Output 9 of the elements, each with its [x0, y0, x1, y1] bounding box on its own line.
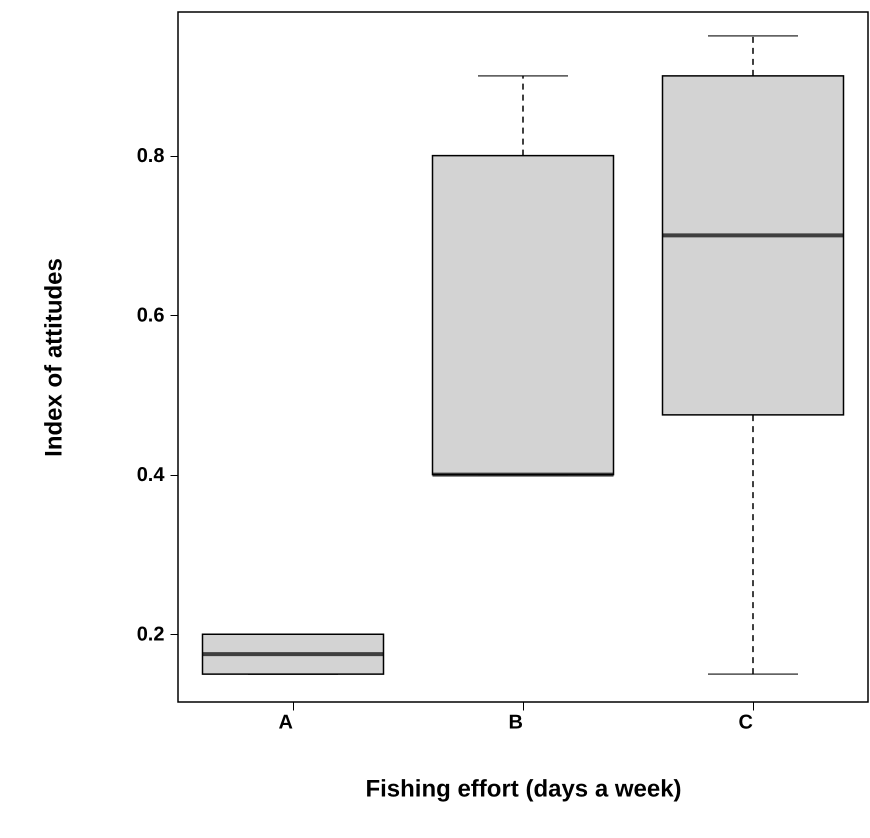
y-tick-label: 0.6 [136, 304, 164, 327]
x-tick-label: C [738, 712, 753, 734]
x-tick-label: A [278, 712, 293, 734]
y-tick-label: 0.2 [136, 624, 164, 646]
x-axis-title: Fishing effort (days a week) [365, 776, 682, 802]
y-axis-title: Index of attitudes [40, 258, 68, 457]
x-tick-label: B [508, 712, 523, 734]
y-tick-label: 0.8 [136, 145, 164, 168]
y-tick-label: 0.4 [136, 464, 166, 486]
